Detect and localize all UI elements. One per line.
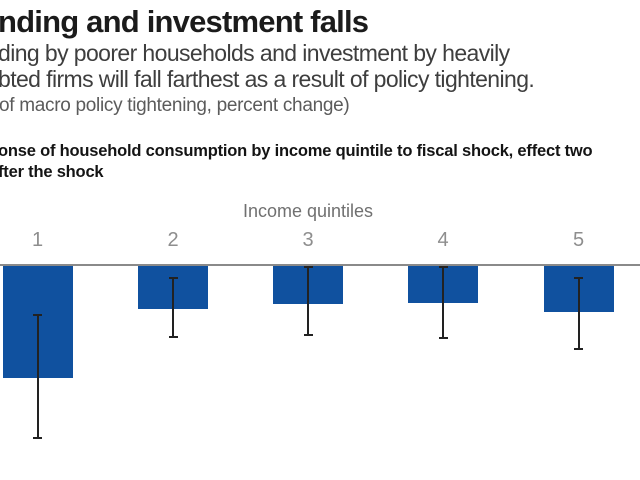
error-bar — [307, 266, 309, 336]
error-bar-top-cap — [438, 266, 448, 268]
error-bar — [36, 314, 39, 439]
x-axis-line — [0, 263, 640, 266]
category-label: 2 — [167, 229, 179, 251]
figure-subtitle-line1: ding by poorer households and investment… — [0, 40, 510, 66]
error-bar-bottom-cap — [303, 334, 313, 336]
panel-heading-line2: fter the shock — [0, 163, 104, 181]
category-label: 4 — [437, 229, 449, 251]
panel-heading: onse of household consumption by income … — [0, 141, 593, 183]
error-bar — [172, 277, 174, 338]
x-axis-title: Income quintiles — [242, 201, 374, 221]
error-bar-top-cap — [303, 266, 313, 268]
category-label: 3 — [302, 229, 314, 251]
error-bar-bottom-cap — [438, 337, 448, 339]
panel-heading-line1: onse of household consumption by income … — [0, 142, 593, 160]
error-bar-top-cap — [168, 277, 178, 279]
figure-subtitle-line2: bted firms will fall farthest as a resul… — [0, 65, 535, 92]
error-bar-bottom-cap — [168, 336, 178, 338]
error-bar-top-cap — [33, 314, 42, 316]
category-label: 5 — [572, 229, 585, 251]
error-bar-bottom-cap — [33, 437, 42, 439]
figure-title: nding and investment falls — [0, 4, 369, 39]
unit-note: of macro policy tightening, percent chan… — [0, 95, 350, 116]
category-label: 1 — [31, 229, 44, 251]
figure-subtitle: ding by poorer households and investment… — [0, 40, 535, 92]
error-bar-bottom-cap — [574, 348, 583, 350]
error-bar — [442, 266, 444, 339]
error-bar — [577, 277, 580, 350]
error-bar-top-cap — [574, 277, 583, 279]
